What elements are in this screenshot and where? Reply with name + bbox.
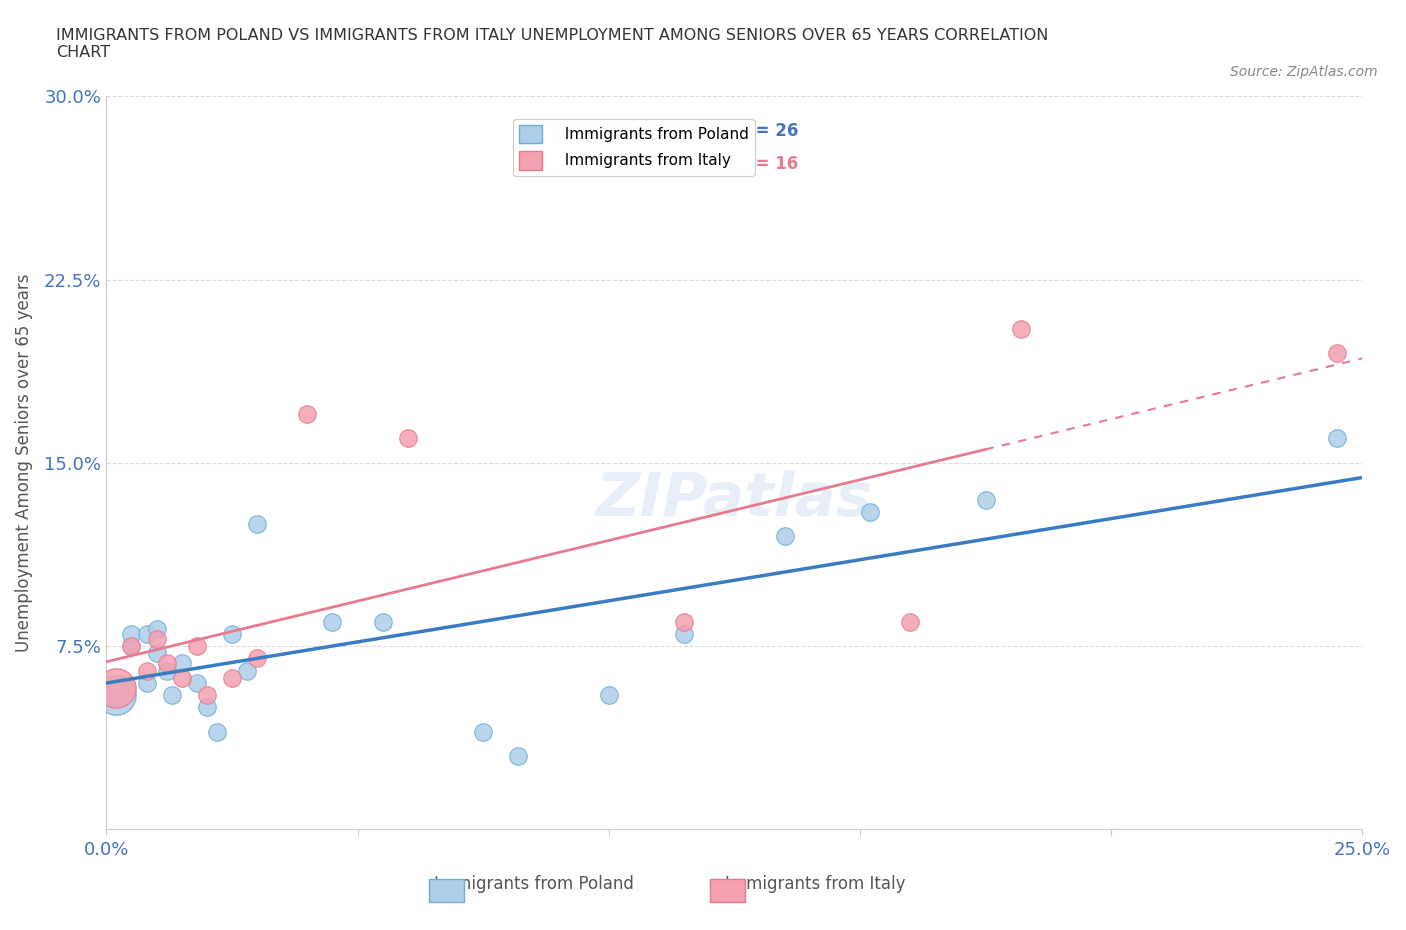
Point — [673, 615, 696, 630]
Text: R = 0.527   N = 26: R = 0.527 N = 26 — [627, 122, 799, 140]
Point — [195, 699, 218, 714]
Point — [508, 749, 530, 764]
Text: Source: ZipAtlas.com: Source: ZipAtlas.com — [1230, 65, 1378, 79]
Point — [145, 621, 167, 636]
Point — [221, 671, 243, 685]
Point — [598, 687, 620, 702]
Point — [105, 680, 128, 695]
Point — [246, 516, 269, 531]
Legend:   Immigrants from Poland,   Immigrants from Italy: Immigrants from Poland, Immigrants from … — [513, 119, 755, 176]
Point — [160, 687, 183, 702]
Text: IMMIGRANTS FROM POLAND VS IMMIGRANTS FROM ITALY UNEMPLOYMENT AMONG SENIORS OVER : IMMIGRANTS FROM POLAND VS IMMIGRANTS FRO… — [56, 28, 1049, 60]
Point — [396, 431, 419, 445]
Point — [121, 639, 143, 654]
Point — [371, 615, 394, 630]
Point — [186, 639, 208, 654]
Point — [859, 504, 882, 519]
Point — [121, 639, 143, 654]
Point — [145, 631, 167, 646]
Point — [195, 687, 218, 702]
Point — [773, 529, 796, 544]
Point — [105, 687, 128, 702]
Point — [974, 492, 997, 507]
Point — [170, 671, 193, 685]
Point — [145, 646, 167, 661]
Text: ZIPatlas: ZIPatlas — [596, 470, 873, 529]
Point — [1010, 321, 1032, 336]
Point — [898, 615, 921, 630]
Point — [246, 651, 269, 666]
Point — [236, 663, 259, 678]
Point — [135, 627, 157, 642]
Point — [321, 615, 343, 630]
Text: Immigrants from Poland: Immigrants from Poland — [434, 875, 634, 893]
Point — [297, 406, 319, 421]
Point — [472, 724, 495, 739]
Point — [673, 627, 696, 642]
Point — [1326, 431, 1348, 445]
Point — [170, 656, 193, 671]
Text: R = 0.673   N = 16: R = 0.673 N = 16 — [627, 155, 797, 173]
Point — [135, 663, 157, 678]
Point — [186, 675, 208, 690]
Point — [156, 663, 179, 678]
Point — [156, 656, 179, 671]
Point — [221, 627, 243, 642]
Point — [121, 627, 143, 642]
Point — [205, 724, 228, 739]
Point — [1326, 346, 1348, 361]
Point — [135, 675, 157, 690]
Text: Immigrants from Italy: Immigrants from Italy — [725, 875, 905, 893]
Y-axis label: Unemployment Among Seniors over 65 years: Unemployment Among Seniors over 65 years — [15, 273, 32, 652]
